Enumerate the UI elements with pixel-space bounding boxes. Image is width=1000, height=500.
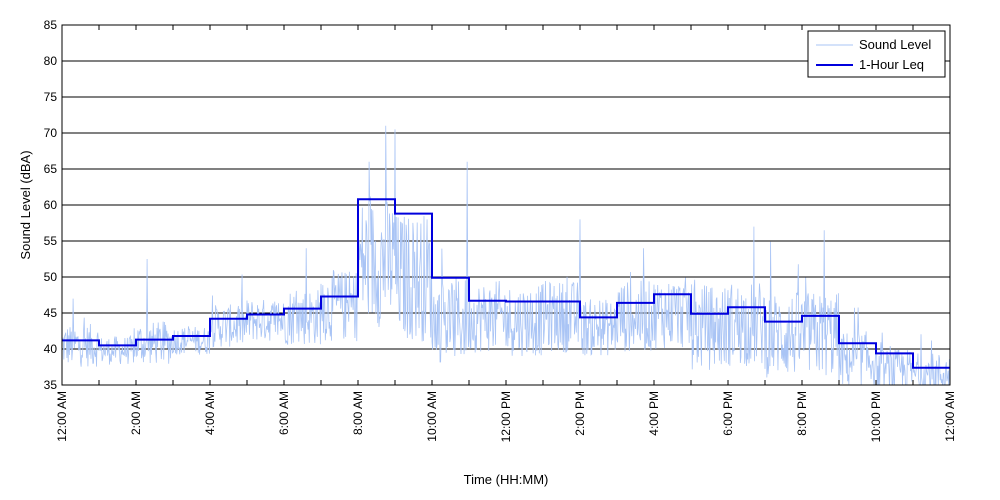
leq-step-line [62,198,950,369]
x-tick-label: 2:00 AM [129,391,143,435]
x-tick-label: 4:00 PM [647,391,661,436]
x-tick-label: 6:00 PM [721,391,735,436]
y-tick-label: 70 [44,126,58,140]
x-axis-ticks: 12:00 AM 2:00 AM 4:00 AM 6:00 AM 8:00 AM 10:0… [55,25,957,442]
legend-label-leq: 1-Hour Leq [859,57,924,72]
y-tick-label: 65 [44,162,58,176]
x-tick-label: 8:00 PM [795,391,809,436]
x-tick-label: 10:00 PM [869,391,883,442]
x-tick-label: 12:00 AM [943,391,957,442]
leq-series [62,198,950,369]
y-tick-label: 75 [44,90,58,104]
legend-label-sound-level: Sound Level [859,37,931,52]
y-tick-label: 50 [44,270,58,284]
x-tick-label: 10:00 AM [425,391,439,442]
x-tick-label: 12:00 PM [499,391,513,442]
y-tick-label: 40 [44,342,58,356]
grid-lines [62,60,950,350]
y-tick-label: 60 [44,198,58,212]
y-tick-label: 80 [44,54,58,68]
sound-level-series [62,125,950,385]
sound-level-line [62,125,950,385]
y-tick-label: 35 [44,378,58,392]
y-axis-title: Sound Level (dBA) [18,150,33,259]
legend: Sound Level 1-Hour Leq [807,30,946,78]
y-tick-label: 85 [44,18,58,32]
y-tick-label: 45 [44,306,58,320]
x-tick-label: 4:00 AM [203,391,217,435]
x-tick-label: 6:00 AM [277,391,291,435]
y-tick-label: 55 [44,234,58,248]
y-axis-ticks: 35 40 45 50 55 60 65 70 75 80 85 [44,18,58,392]
x-axis-title: Time (HH:MM) [464,472,549,487]
legend-box [807,30,946,78]
x-tick-label: 12:00 AM [55,391,69,442]
x-tick-label: 2:00 PM [573,391,587,436]
x-tick-label: 8:00 AM [351,391,365,435]
